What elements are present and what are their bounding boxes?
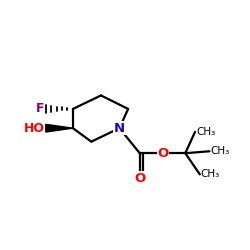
Text: CH₃: CH₃ [196,127,215,137]
Text: HO: HO [24,122,45,135]
Text: O: O [158,147,168,160]
Polygon shape [46,124,73,132]
Text: F: F [36,102,45,116]
Text: O: O [134,172,145,185]
Text: CH₃: CH₃ [201,170,220,179]
Text: N: N [114,122,125,135]
Text: CH₃: CH₃ [210,146,230,156]
